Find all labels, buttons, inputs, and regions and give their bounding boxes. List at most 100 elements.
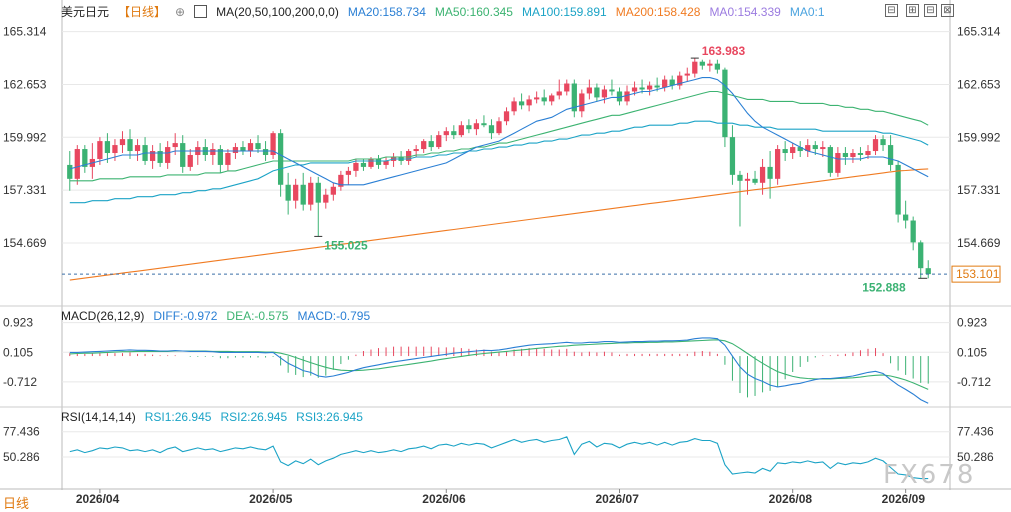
candle-body bbox=[270, 133, 276, 155]
candle-body bbox=[368, 158, 374, 167]
ma50-line bbox=[69, 90, 929, 182]
candle-body bbox=[692, 61, 698, 74]
candle-body bbox=[880, 139, 886, 146]
candle-body bbox=[616, 91, 623, 102]
candle-body bbox=[293, 184, 299, 201]
macd-dea-value: DEA:-0.575 bbox=[226, 309, 289, 323]
restore-pane-button[interactable]: ⊟ bbox=[924, 4, 937, 17]
candle-body bbox=[225, 153, 231, 165]
candle-body bbox=[473, 123, 480, 130]
candle-body bbox=[827, 147, 833, 173]
rsi-axis-label-left: 77.436 bbox=[3, 425, 40, 439]
candle-body bbox=[820, 147, 826, 150]
candle-body bbox=[247, 143, 254, 152]
candle-body bbox=[556, 91, 562, 96]
candle-body bbox=[601, 89, 608, 98]
candle-body bbox=[413, 149, 419, 152]
price-axis-label-left: 165.314 bbox=[3, 25, 47, 39]
price-axis-label-left: 157.331 bbox=[3, 183, 47, 197]
candle-body bbox=[127, 139, 133, 152]
candle-body bbox=[646, 85, 653, 90]
date-axis-label: 2026/04 bbox=[76, 492, 120, 506]
candle-body bbox=[375, 158, 382, 165]
candle-body bbox=[857, 153, 864, 155]
candle-body bbox=[308, 182, 314, 205]
candle-body bbox=[112, 145, 118, 154]
candle-body bbox=[782, 149, 788, 154]
ma-indicator-icon[interactable] bbox=[194, 5, 208, 18]
candle-body bbox=[165, 147, 171, 163]
candle-body bbox=[262, 149, 269, 155]
candle-body bbox=[187, 155, 193, 167]
candle-body bbox=[481, 123, 487, 126]
candle-body bbox=[345, 170, 352, 175]
candle-body bbox=[918, 242, 924, 269]
price-axis-label-left: 154.669 bbox=[3, 236, 47, 250]
close-pane-button[interactable]: ⊠ bbox=[941, 4, 954, 17]
watermark: FX678 bbox=[883, 460, 976, 490]
ma-settings-icon[interactable]: ⊕ bbox=[175, 5, 186, 19]
ma200-value: MA200:158.428 bbox=[615, 5, 701, 19]
candle-body bbox=[669, 79, 675, 86]
rsi-label: RSI(14,14,14) bbox=[61, 410, 136, 424]
rsi1-value: RSI1:26.945 bbox=[144, 410, 212, 424]
candle-body bbox=[496, 121, 502, 134]
candle-body bbox=[134, 145, 141, 152]
rsi-line bbox=[69, 436, 929, 480]
symbol-title: 美元日元 bbox=[61, 5, 110, 19]
expand-pane-button[interactable]: ⊞ bbox=[906, 4, 919, 17]
macd-diff-line bbox=[69, 337, 929, 404]
candle-body bbox=[571, 83, 577, 112]
candle-body bbox=[707, 63, 713, 66]
period-tab[interactable]: 日线 bbox=[3, 496, 30, 511]
candle-body bbox=[255, 143, 261, 150]
candle-body bbox=[850, 153, 856, 157]
macd-axis-label-left: -0.712 bbox=[3, 375, 37, 389]
candle-body bbox=[541, 97, 547, 102]
candle-body bbox=[865, 151, 871, 155]
minimize-pane-button[interactable]: ⊟ bbox=[885, 4, 898, 17]
date-axis-label: 2026/07 bbox=[595, 492, 639, 506]
candle-body bbox=[180, 143, 186, 167]
candle-body bbox=[383, 160, 389, 165]
macd-label: MACD(26,12,9) bbox=[61, 309, 145, 323]
candle-body bbox=[714, 63, 721, 70]
low-annotation-may: 155.025 bbox=[324, 238, 368, 252]
ma100-line bbox=[69, 120, 929, 204]
price-axis-label-right: 159.992 bbox=[957, 130, 1001, 144]
candle-body bbox=[428, 141, 434, 148]
candle-body bbox=[722, 69, 728, 138]
ma-indicator-label: MA(20,50,100,200,0,0) bbox=[216, 5, 339, 19]
candle-body bbox=[360, 162, 367, 167]
low-annotation-sep: 152.888 bbox=[862, 280, 906, 294]
macd-diff-value: DIFF:-0.972 bbox=[153, 309, 218, 323]
candle-body bbox=[812, 145, 818, 150]
candle-body bbox=[217, 149, 224, 165]
candle-body bbox=[172, 143, 178, 148]
rsi2-value: RSI2:26.945 bbox=[220, 410, 288, 424]
price-axis-label-left: 159.992 bbox=[3, 130, 47, 144]
period-label[interactable]: 【日线】 bbox=[118, 5, 167, 19]
candle-body bbox=[458, 125, 464, 136]
candle-body bbox=[549, 95, 555, 102]
date-axis-label: 2026/06 bbox=[422, 492, 466, 506]
candle-body bbox=[797, 147, 803, 152]
date-axis-label: 2026/05 bbox=[249, 492, 293, 506]
candle-body bbox=[790, 147, 796, 154]
candle-body bbox=[210, 149, 216, 155]
candle-body bbox=[315, 182, 321, 203]
candle-body bbox=[74, 149, 80, 179]
price-axis-label-right: 165.314 bbox=[957, 25, 1001, 39]
main-pane-header: 美元日元 【日线】 ⊕ MA(20,50,100,200,0,0) MA20:158.7… bbox=[61, 3, 834, 20]
rsi-axis-label-right: 77.436 bbox=[957, 425, 994, 439]
candle-body bbox=[624, 91, 630, 102]
candle-body bbox=[526, 99, 532, 106]
rsi3-value: RSI3:26.945 bbox=[296, 410, 363, 424]
candle-body bbox=[285, 184, 291, 201]
candle-body bbox=[677, 75, 683, 86]
ma200-line bbox=[69, 168, 929, 281]
candle-body bbox=[586, 87, 593, 94]
candle-body bbox=[421, 141, 427, 150]
